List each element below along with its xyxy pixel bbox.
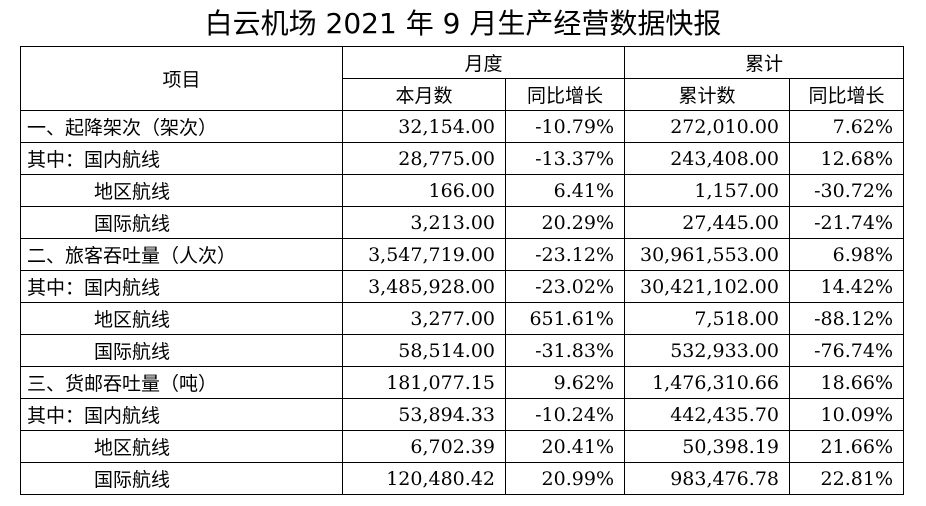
cum-yoy: 14.42% [789,270,904,303]
month-value: 3,213.00 [342,206,506,239]
row-label: 国际航线 [20,334,343,367]
report-title: 白云机场 2021 年 9 月生产经营数据快报 [204,7,722,40]
month-value: 3,547,719.00 [342,238,506,271]
table-row: 其中：国内航线 3,485,928.00 -23.02% 30,421,102.… [20,270,904,303]
cum-yoy: 10.09% [789,398,904,431]
cum-value: 272,010.00 [624,110,790,143]
month-yoy: -10.24% [505,398,625,431]
month-value: 58,514.00 [342,334,506,367]
table-row: 一、起降架次（架次） 32,154.00 -10.79% 272,010.00 … [20,110,904,143]
header-cumulative-group: 累计 [624,46,904,79]
cum-yoy: -76.74% [789,334,904,367]
cum-yoy: -30.72% [789,174,904,207]
cum-yoy: -88.12% [789,302,904,335]
table-row: 其中：国内航线 53,894.33 -10.24% 442,435.70 10.… [20,398,904,431]
table-row: 二、旅客吞吐量（人次） 3,547,719.00 -23.12% 30,961,… [20,238,904,271]
month-value: 53,894.33 [342,398,506,431]
header-cum-value: 累计数 [624,78,790,111]
row-label: 其中：国内航线 [20,398,343,431]
month-yoy: -23.02% [505,270,625,303]
cum-value: 243,408.00 [624,142,790,175]
month-yoy: 20.29% [505,206,625,239]
cum-yoy: 12.68% [789,142,904,175]
month-value: 6,702.39 [342,430,506,463]
month-value: 181,077.15 [342,366,506,399]
cum-yoy: 7.62% [789,110,904,143]
cum-value: 442,435.70 [624,398,790,431]
cum-value: 30,421,102.00 [624,270,790,303]
table-row: 地区航线 166.00 6.41% 1,157.00 -30.72% [20,174,904,207]
cum-value: 7,518.00 [624,302,790,335]
table-row: 地区航线 6,702.39 20.41% 50,398.19 21.66% [20,430,904,463]
cum-value: 1,157.00 [624,174,790,207]
row-label: 国际航线 [20,206,343,239]
month-yoy: -23.12% [505,238,625,271]
header-month-group: 月度 [342,46,625,79]
cum-yoy: 6.98% [789,238,904,271]
row-label: 地区航线 [20,174,343,207]
month-yoy: -13.37% [505,142,625,175]
month-value: 120,480.42 [342,462,506,495]
data-table: 项目 月度 累计 本月数 同比增长 累计数 同比增长 一、起降架次（架次） 32… [20,46,904,495]
row-label: 二、旅客吞吐量（人次） [20,238,343,271]
cum-value: 27,445.00 [624,206,790,239]
header-month-value: 本月数 [342,78,506,111]
row-label: 三、货邮吞吐量（吨） [20,366,343,399]
month-yoy: 6.41% [505,174,625,207]
row-label: 其中：国内航线 [20,270,343,303]
cum-value: 983,476.78 [624,462,790,495]
row-label: 其中：国内航线 [20,142,343,175]
month-value: 32,154.00 [342,110,506,143]
row-label: 一、起降架次（架次） [20,110,343,143]
table-row: 国际航线 3,213.00 20.29% 27,445.00 -21.74% [20,206,904,239]
month-value: 166.00 [342,174,506,207]
month-value: 3,277.00 [342,302,506,335]
cum-value: 1,476,310.66 [624,366,790,399]
month-yoy: 651.61% [505,302,625,335]
cum-value: 532,933.00 [624,334,790,367]
header-cum-yoy: 同比增长 [789,78,904,111]
header-row-group: 项目 月度 累计 [20,46,904,111]
month-yoy: -10.79% [505,110,625,143]
cum-yoy: -21.74% [789,206,904,239]
cum-yoy: 22.81% [789,462,904,495]
month-yoy: -31.83% [505,334,625,367]
month-yoy: 20.41% [505,430,625,463]
header-month-yoy: 同比增长 [505,78,625,111]
header-item: 项目 [20,46,343,111]
table-row: 国际航线 58,514.00 -31.83% 532,933.00 -76.74… [20,334,904,367]
table-row: 国际航线 120,480.42 20.99% 983,476.78 22.81% [20,462,904,495]
cum-yoy: 21.66% [789,430,904,463]
cum-value: 50,398.19 [624,430,790,463]
row-label: 地区航线 [20,430,343,463]
row-label: 国际航线 [20,462,343,495]
cum-value: 30,961,553.00 [624,238,790,271]
month-value: 3,485,928.00 [342,270,506,303]
month-value: 28,775.00 [342,142,506,175]
row-label: 地区航线 [20,302,343,335]
table-row: 地区航线 3,277.00 651.61% 7,518.00 -88.12% [20,302,904,335]
table-row: 三、货邮吞吐量（吨） 181,077.15 9.62% 1,476,310.66… [20,366,904,399]
header-row-sub: 本月数 同比增长 累计数 同比增长 [21,78,904,111]
cum-yoy: 18.66% [789,366,904,399]
month-yoy: 20.99% [505,462,625,495]
table-row: 其中：国内航线 28,775.00 -13.37% 243,408.00 12.… [20,142,904,175]
month-yoy: 9.62% [505,366,625,399]
